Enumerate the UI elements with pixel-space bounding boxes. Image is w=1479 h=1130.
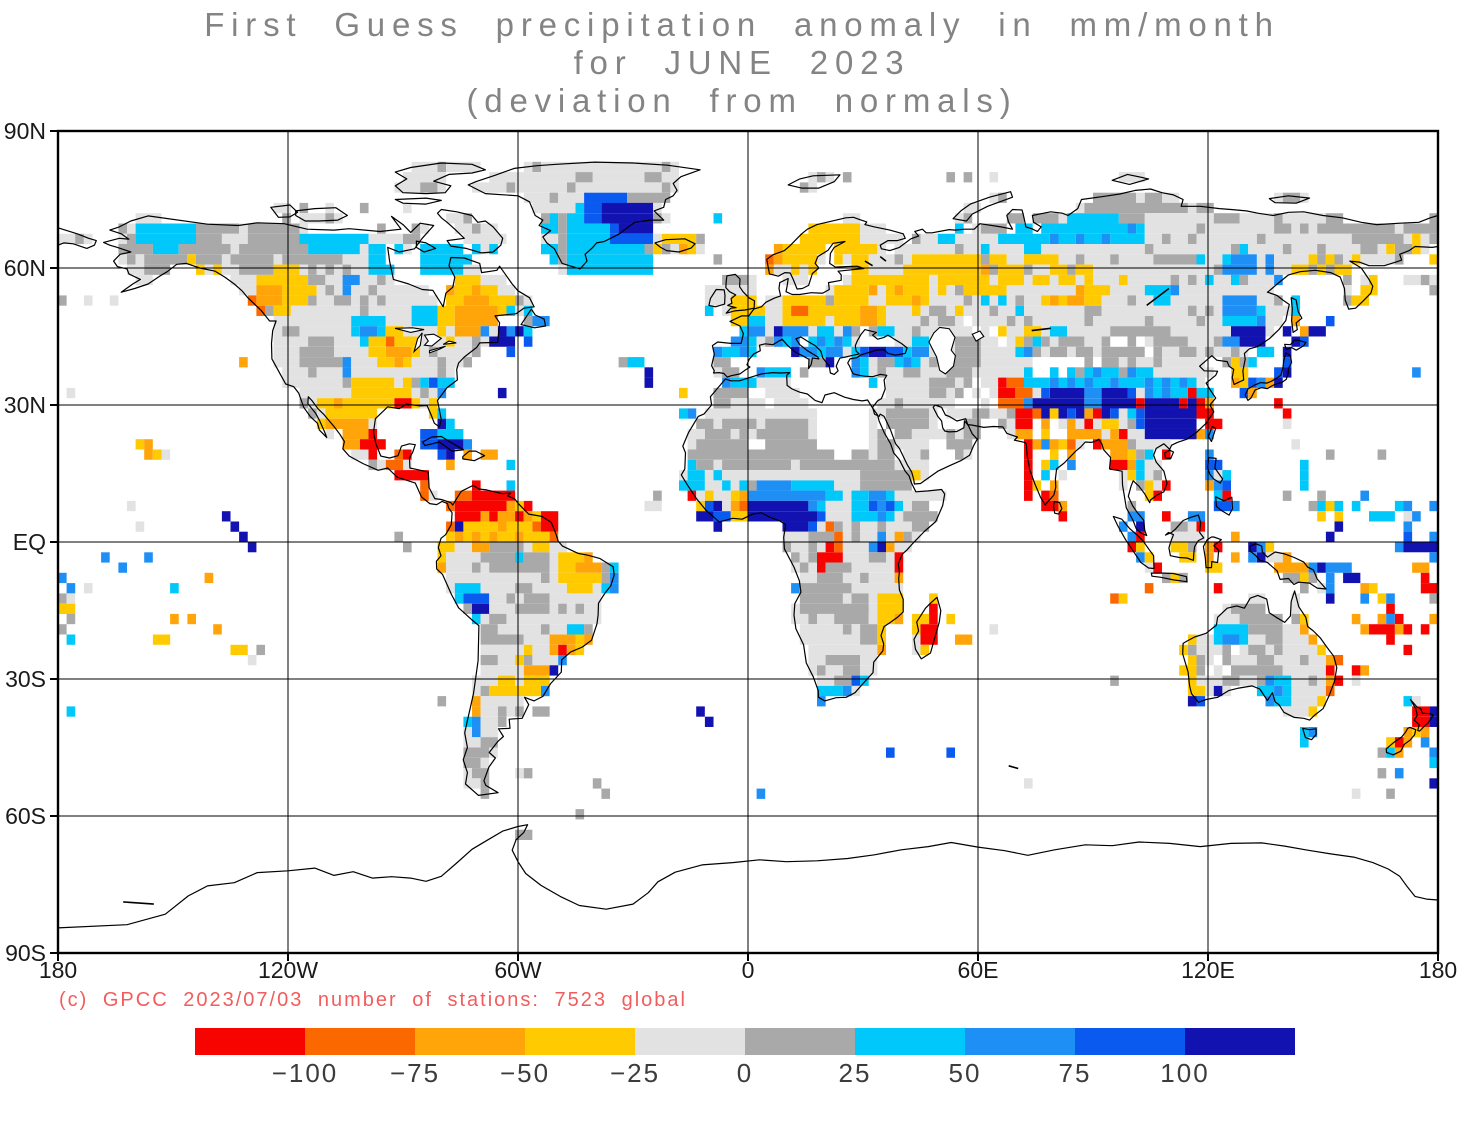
svg-text:(c) GPCC 2023/07/03 number of: (c) GPCC 2023/07/03 number of stations: … (59, 989, 687, 1011)
svg-text:First Guess precipitation anom: First Guess precipitation anomaly in mm/… (204, 6, 1280, 43)
svg-text:50: 50 (949, 1058, 982, 1088)
svg-text:0: 0 (737, 1058, 753, 1088)
svg-text:30N: 30N (4, 392, 46, 418)
svg-text:30S: 30S (5, 666, 46, 692)
svg-text:60E: 60E (958, 957, 999, 983)
svg-text:180: 180 (39, 957, 77, 983)
svg-text:90N: 90N (4, 118, 46, 144)
svg-text:25: 25 (839, 1058, 872, 1088)
svg-text:for JUNE 2023: for JUNE 2023 (574, 44, 911, 81)
svg-text:−75: −75 (390, 1058, 440, 1088)
svg-text:90S: 90S (5, 940, 46, 966)
svg-text:180: 180 (1419, 957, 1457, 983)
svg-text:0: 0 (742, 957, 755, 983)
svg-text:120W: 120W (258, 957, 318, 983)
svg-text:−25: −25 (610, 1058, 660, 1088)
svg-text:100: 100 (1160, 1058, 1209, 1088)
svg-text:60N: 60N (4, 255, 46, 281)
svg-text:−100: −100 (272, 1058, 339, 1088)
svg-text:(deviation from normals): (deviation from normals) (467, 82, 1018, 119)
svg-text:60W: 60W (494, 957, 542, 983)
svg-text:120E: 120E (1181, 957, 1235, 983)
svg-text:75: 75 (1059, 1058, 1092, 1088)
svg-text:−50: −50 (500, 1058, 550, 1088)
svg-text:EQ: EQ (13, 529, 46, 555)
svg-text:60S: 60S (5, 803, 46, 829)
